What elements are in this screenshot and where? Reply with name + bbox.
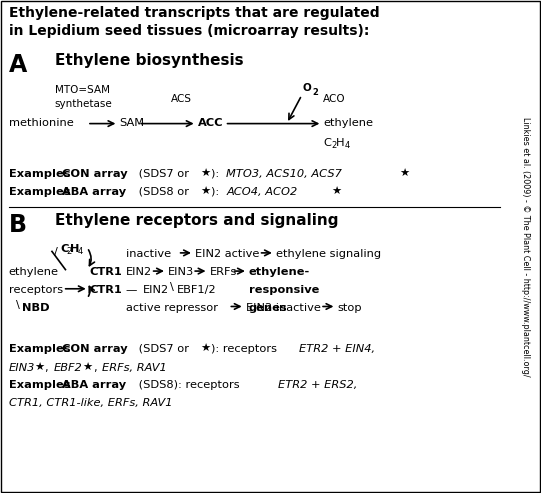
Text: A: A <box>9 53 27 77</box>
Text: methionine: methionine <box>9 118 74 128</box>
Text: Examples: Examples <box>9 169 74 179</box>
Text: B: B <box>9 213 27 237</box>
Text: Ethylene biosynthesis: Ethylene biosynthesis <box>55 53 243 69</box>
Text: ★: ★ <box>331 186 341 197</box>
Text: 2: 2 <box>332 141 337 150</box>
Text: EBF2: EBF2 <box>54 362 82 373</box>
Text: /: / <box>54 246 57 256</box>
Text: (SDS7 or: (SDS7 or <box>135 344 192 354</box>
Text: C: C <box>324 139 331 148</box>
Text: CTR1, CTR1-like, ERFs, RAV1: CTR1, CTR1-like, ERFs, RAV1 <box>9 398 172 408</box>
Text: ): receptors: ): receptors <box>211 344 281 354</box>
Text: Linkies et al. (2009) - © The Plant Cell - http://www.plantcell.org/: Linkies et al. (2009) - © The Plant Cell… <box>520 117 530 376</box>
Text: EIN2 inactive: EIN2 inactive <box>246 303 324 313</box>
Text: ★: ★ <box>35 362 45 373</box>
Text: (SDS8 or: (SDS8 or <box>135 186 192 197</box>
Text: O: O <box>303 83 312 93</box>
Text: stop: stop <box>338 303 362 313</box>
Text: ):: ): <box>211 169 223 179</box>
Text: ★: ★ <box>399 169 409 179</box>
Text: C: C <box>60 244 68 254</box>
Text: 4: 4 <box>345 141 350 150</box>
Text: Ethylene-related transcripts that are regulated: Ethylene-related transcripts that are re… <box>9 5 379 20</box>
Text: in Lepidium seed tissues (microarray results):: in Lepidium seed tissues (microarray res… <box>9 24 369 38</box>
Text: (SDS8): receptors: (SDS8): receptors <box>135 380 243 390</box>
Text: ethylene: ethylene <box>9 267 59 277</box>
Text: ETR2 + ERS2,: ETR2 + ERS2, <box>278 380 357 390</box>
Text: EIN2 active: EIN2 active <box>195 249 263 259</box>
Text: ACO4, ACO2: ACO4, ACO2 <box>226 186 298 197</box>
Text: ★: ★ <box>200 169 210 179</box>
Text: synthetase: synthetase <box>55 99 113 109</box>
Text: receptors: receptors <box>9 285 63 295</box>
Text: CON array: CON array <box>62 169 127 179</box>
Text: ERFs: ERFs <box>209 267 237 277</box>
Text: Examples: Examples <box>9 186 74 197</box>
Text: EIN2: EIN2 <box>126 267 152 277</box>
Text: NBD: NBD <box>22 303 50 313</box>
Text: ethylene signaling: ethylene signaling <box>276 249 381 259</box>
Text: Examples: Examples <box>9 344 74 354</box>
Text: Examples: Examples <box>9 380 74 390</box>
Text: ★: ★ <box>200 186 210 197</box>
Text: ethylene: ethylene <box>324 118 373 128</box>
Text: ABA array: ABA array <box>62 186 126 197</box>
Text: inactive: inactive <box>126 249 175 259</box>
Text: ethylene-: ethylene- <box>249 267 310 277</box>
Text: EBF1/2: EBF1/2 <box>176 285 216 295</box>
Text: ERFs, RAV1: ERFs, RAV1 <box>102 362 167 373</box>
Text: (SDS7 or: (SDS7 or <box>135 169 192 179</box>
Text: MTO=SAM: MTO=SAM <box>55 85 110 95</box>
Text: CTR1: CTR1 <box>90 267 122 277</box>
Text: ACC: ACC <box>197 118 223 128</box>
Text: CON array: CON array <box>62 344 127 354</box>
Text: ★: ★ <box>200 344 210 354</box>
Text: EIN2: EIN2 <box>143 285 169 295</box>
Text: ABA array: ABA array <box>62 380 126 390</box>
Text: \: \ <box>169 282 174 292</box>
Text: 2: 2 <box>313 88 319 97</box>
Text: active repressor: active repressor <box>126 303 218 313</box>
Text: responsive: responsive <box>249 285 319 295</box>
Text: 2: 2 <box>66 247 71 256</box>
Text: ):: ): <box>211 186 223 197</box>
Text: ,: , <box>45 362 52 373</box>
Text: H: H <box>337 139 345 148</box>
Text: CTR1: CTR1 <box>90 285 122 295</box>
Text: ETR2 + EIN4,: ETR2 + EIN4, <box>299 344 375 354</box>
Text: SAM: SAM <box>120 118 144 128</box>
Text: 4: 4 <box>77 247 83 256</box>
Text: EIN3: EIN3 <box>9 362 35 373</box>
Text: —: — <box>126 285 137 295</box>
Text: MTO3, ACS10, ACS7: MTO3, ACS10, ACS7 <box>226 169 342 179</box>
Text: EIN3: EIN3 <box>168 267 194 277</box>
Text: H: H <box>70 244 80 254</box>
Text: \: \ <box>16 300 19 310</box>
Text: Ethylene receptors and signaling: Ethylene receptors and signaling <box>55 213 338 228</box>
Text: ACS: ACS <box>170 94 192 104</box>
Text: ★: ★ <box>83 362 93 373</box>
Text: ,: , <box>94 362 101 373</box>
Text: genes: genes <box>249 303 287 313</box>
Text: ACO: ACO <box>324 94 346 104</box>
